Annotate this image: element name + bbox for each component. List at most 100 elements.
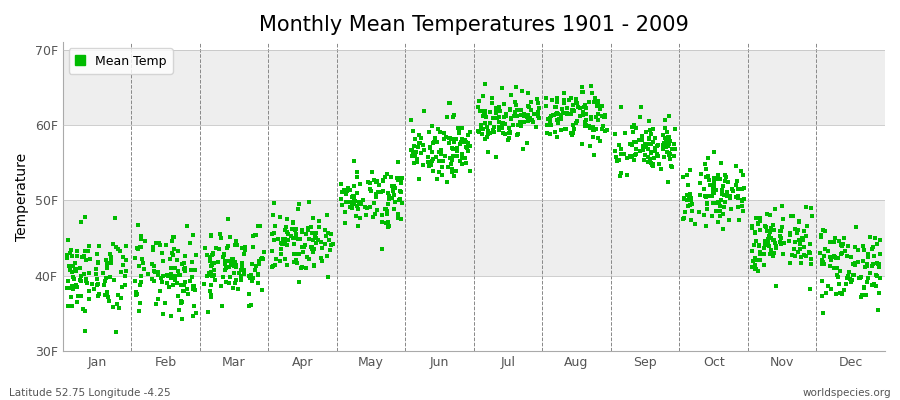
Point <box>292 200 307 207</box>
Point <box>758 242 772 248</box>
Point <box>684 208 698 214</box>
Point <box>700 200 715 206</box>
Point <box>827 238 842 245</box>
Point <box>582 125 597 132</box>
Point <box>844 276 859 283</box>
Point <box>491 114 506 120</box>
Point <box>435 164 449 170</box>
Point <box>580 123 595 129</box>
Point <box>359 212 374 218</box>
Point <box>69 284 84 290</box>
Point <box>578 102 592 108</box>
Point <box>613 173 627 179</box>
Point <box>472 98 486 104</box>
Point <box>346 204 360 211</box>
Point <box>860 250 875 257</box>
Point <box>787 246 801 252</box>
Point <box>667 153 681 159</box>
Point <box>656 132 670 138</box>
Point <box>361 178 375 185</box>
Point <box>229 276 243 283</box>
Point <box>733 217 747 224</box>
Point <box>668 145 682 152</box>
Point <box>280 216 294 222</box>
Point <box>292 279 306 285</box>
Point <box>752 242 766 249</box>
Point <box>299 230 313 237</box>
Point <box>637 157 652 163</box>
Point <box>184 267 198 274</box>
Point <box>353 180 367 187</box>
Point <box>168 265 183 271</box>
Point <box>446 146 460 152</box>
Point <box>855 292 869 298</box>
Point <box>452 130 466 136</box>
Point <box>851 274 866 281</box>
Point <box>548 129 562 136</box>
Point <box>598 128 612 134</box>
Point <box>66 274 80 280</box>
Point <box>163 256 177 263</box>
Point <box>684 201 698 207</box>
Point <box>431 158 446 164</box>
Point <box>531 99 545 106</box>
Point <box>557 90 572 96</box>
Point <box>80 248 94 254</box>
Point <box>626 129 640 135</box>
Point <box>481 128 495 134</box>
Point <box>677 195 691 202</box>
Point <box>709 208 724 214</box>
Point <box>872 236 886 243</box>
Point <box>768 206 782 212</box>
Point <box>627 156 642 163</box>
Point <box>369 194 383 200</box>
Point <box>706 186 720 192</box>
Point <box>646 161 661 168</box>
Point <box>492 107 507 114</box>
Point <box>694 171 708 178</box>
Point <box>555 106 570 112</box>
Point <box>515 88 529 94</box>
Point <box>665 164 680 171</box>
Point <box>644 150 659 156</box>
Point <box>109 244 123 250</box>
Point <box>220 244 234 251</box>
Point <box>431 169 446 176</box>
Point <box>634 133 649 139</box>
Point <box>321 230 336 236</box>
Point <box>340 188 355 194</box>
Point <box>79 256 94 263</box>
Point <box>453 141 467 147</box>
Point <box>735 197 750 203</box>
Point <box>869 272 884 279</box>
Point <box>587 152 601 158</box>
Point <box>520 118 535 124</box>
Point <box>843 254 858 260</box>
Point <box>567 108 581 114</box>
Point <box>614 104 628 111</box>
Point <box>648 134 662 141</box>
Point <box>589 114 603 120</box>
Point <box>133 244 148 250</box>
Point <box>266 264 280 270</box>
Point <box>422 145 436 151</box>
Point <box>141 271 156 278</box>
Point <box>658 117 672 124</box>
Point <box>439 134 454 140</box>
Point <box>186 303 201 310</box>
Point <box>662 150 676 156</box>
Point <box>105 241 120 248</box>
Point <box>539 103 554 110</box>
Point <box>444 136 458 142</box>
Point <box>457 155 472 161</box>
Point <box>612 156 626 163</box>
Point <box>698 223 713 229</box>
Point <box>318 241 332 247</box>
Point <box>682 194 697 200</box>
Point <box>848 244 862 250</box>
Point <box>435 172 449 178</box>
Point <box>872 260 886 267</box>
Point <box>851 247 866 253</box>
Point <box>831 273 845 280</box>
Point <box>220 243 235 249</box>
